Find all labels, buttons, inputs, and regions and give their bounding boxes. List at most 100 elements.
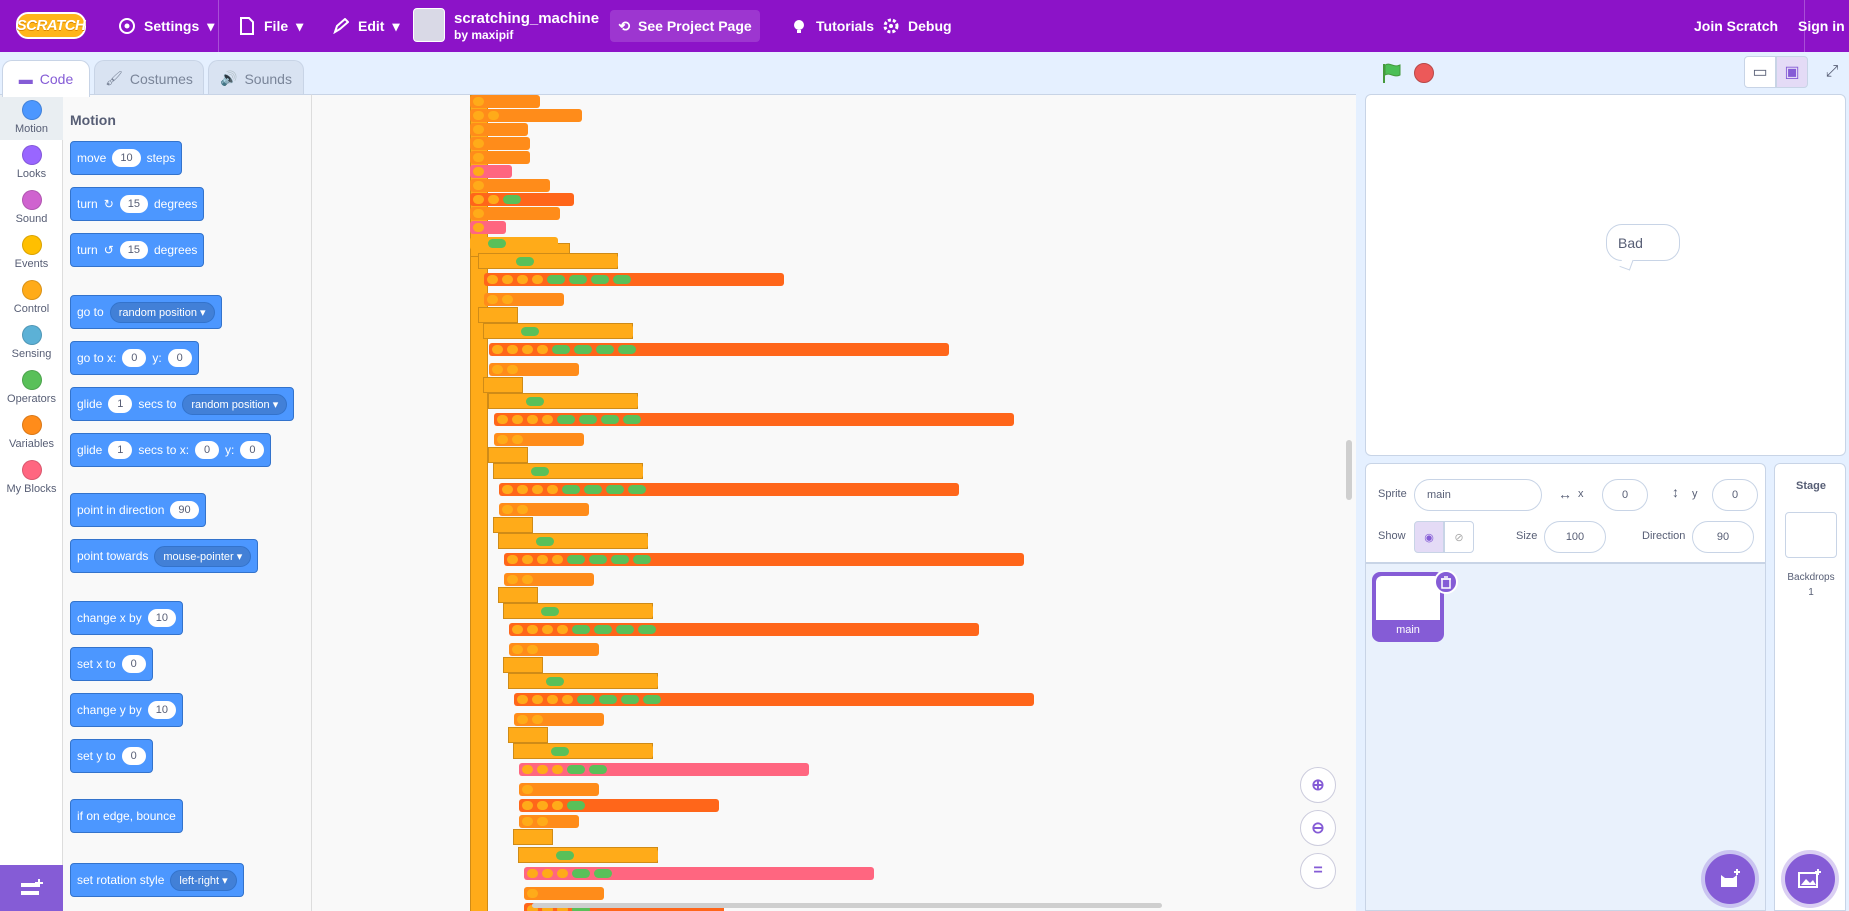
operator-slot[interactable] bbox=[643, 695, 661, 704]
reporter-slot[interactable] bbox=[512, 625, 523, 634]
block-bounce[interactable]: if on edge, bounce bbox=[70, 799, 183, 833]
script-block[interactable] bbox=[470, 237, 558, 250]
block-move-steps[interactable]: move 10 steps bbox=[70, 141, 183, 175]
reporter-slot[interactable] bbox=[527, 889, 538, 898]
reporter-slot[interactable] bbox=[517, 275, 528, 284]
reporter-slot[interactable] bbox=[506, 327, 517, 336]
block-glide-to[interactable]: glide 1 secs to random position ▾ bbox=[70, 387, 295, 421]
reporter-slot[interactable] bbox=[502, 295, 513, 304]
reporter-slot[interactable] bbox=[487, 275, 498, 284]
reporter-slot[interactable] bbox=[537, 801, 548, 810]
block-input[interactable]: 15 bbox=[119, 241, 148, 259]
category-sound[interactable]: Sound bbox=[0, 185, 63, 230]
script-block[interactable] bbox=[470, 179, 550, 192]
choose-backdrop-button[interactable] bbox=[1785, 854, 1835, 904]
operator-slot[interactable] bbox=[584, 485, 602, 494]
script-block[interactable] bbox=[524, 887, 604, 900]
reporter-slot[interactable] bbox=[492, 365, 503, 374]
reporter-slot[interactable] bbox=[517, 485, 528, 494]
script-block[interactable] bbox=[494, 413, 1014, 426]
control-block[interactable] bbox=[493, 517, 533, 533]
reporter-slot[interactable] bbox=[501, 257, 512, 266]
reporter-slot[interactable] bbox=[497, 435, 508, 444]
operator-slot[interactable] bbox=[628, 485, 646, 494]
normal-stage-button[interactable]: ▣ bbox=[1776, 56, 1808, 88]
reporter-slot[interactable] bbox=[541, 851, 552, 860]
reporter-slot[interactable] bbox=[473, 239, 484, 248]
script-block[interactable] bbox=[524, 867, 874, 880]
script-block[interactable] bbox=[514, 713, 604, 726]
tab-code[interactable]: ▬ Code bbox=[2, 60, 90, 97]
edit-menu[interactable]: Edit ▾ bbox=[332, 0, 399, 52]
reporter-slot[interactable] bbox=[542, 905, 553, 911]
operator-slot[interactable] bbox=[574, 345, 592, 354]
operator-slot[interactable] bbox=[594, 625, 612, 634]
reporter-slot[interactable] bbox=[497, 415, 508, 424]
category-sensing[interactable]: Sensing bbox=[0, 320, 63, 365]
zoom-out-button[interactable]: ⊖ bbox=[1300, 810, 1336, 846]
tab-sounds[interactable]: 🔊 Sounds bbox=[208, 60, 304, 96]
reporter-slot[interactable] bbox=[522, 345, 533, 354]
reporter-slot[interactable] bbox=[473, 125, 484, 134]
block-dropdown[interactable]: left-right ▾ bbox=[170, 869, 237, 891]
block-input[interactable]: 0 bbox=[121, 655, 146, 673]
operator-slot[interactable] bbox=[569, 275, 587, 284]
reporter-slot[interactable] bbox=[502, 275, 513, 284]
block-dropdown[interactable]: random position ▾ bbox=[182, 393, 288, 415]
control-block[interactable] bbox=[498, 587, 538, 603]
direction-field[interactable]: 90 bbox=[1692, 521, 1754, 553]
control-block[interactable] bbox=[483, 377, 523, 393]
reporter-slot[interactable] bbox=[557, 905, 568, 911]
block-turn-right[interactable]: turn ↻ 15 degrees bbox=[70, 187, 205, 221]
operator-slot[interactable] bbox=[601, 415, 619, 424]
operator-slot[interactable] bbox=[638, 625, 656, 634]
script-block[interactable] bbox=[470, 109, 582, 122]
zoom-in-button[interactable]: ⊕ bbox=[1300, 767, 1336, 803]
reporter-slot[interactable] bbox=[488, 111, 499, 120]
show-visible-button[interactable]: ◉ bbox=[1414, 521, 1444, 553]
operator-slot[interactable] bbox=[526, 397, 544, 406]
script-block[interactable] bbox=[509, 623, 979, 636]
category-control[interactable]: Control bbox=[0, 275, 63, 320]
script-block[interactable] bbox=[498, 255, 618, 268]
sprite-name-field[interactable]: main bbox=[1414, 479, 1542, 511]
block-dropdown[interactable]: mouse-pointer ▾ bbox=[154, 545, 252, 567]
reporter-slot[interactable] bbox=[507, 555, 518, 564]
block-go-to[interactable]: go to random position ▾ bbox=[70, 295, 222, 329]
block-input[interactable]: 10 bbox=[112, 149, 141, 167]
debug-button[interactable]: Debug bbox=[882, 0, 952, 52]
operator-slot[interactable] bbox=[623, 415, 641, 424]
operator-slot[interactable] bbox=[567, 801, 585, 810]
script-block[interactable] bbox=[470, 165, 512, 178]
reporter-slot[interactable] bbox=[488, 195, 499, 204]
script-block[interactable] bbox=[489, 363, 579, 376]
operator-slot[interactable] bbox=[589, 765, 607, 774]
show-hidden-button[interactable]: ⊘ bbox=[1444, 521, 1474, 553]
block-input[interactable]: 90 bbox=[170, 501, 199, 519]
reporter-slot[interactable] bbox=[536, 747, 547, 756]
script-block[interactable] bbox=[514, 693, 1034, 706]
block-point-direction[interactable]: point in direction 90 bbox=[70, 493, 206, 527]
block-set-x[interactable]: set x to 0 bbox=[70, 647, 153, 681]
operator-slot[interactable] bbox=[536, 537, 554, 546]
y-field[interactable]: 0 bbox=[1712, 479, 1758, 511]
reporter-slot[interactable] bbox=[531, 677, 542, 686]
block-rotation-style[interactable]: set rotation style left-right ▾ bbox=[70, 863, 244, 897]
operator-slot[interactable] bbox=[594, 869, 612, 878]
block-input[interactable]: 0 bbox=[240, 441, 265, 459]
reporter-slot[interactable] bbox=[537, 555, 548, 564]
reporter-slot[interactable] bbox=[527, 869, 538, 878]
reporter-slot[interactable] bbox=[473, 195, 484, 204]
delete-sprite-button[interactable] bbox=[1434, 570, 1458, 594]
script-block[interactable] bbox=[528, 675, 658, 688]
reporter-slot[interactable] bbox=[473, 97, 484, 106]
reporter-slot[interactable] bbox=[522, 785, 533, 794]
tab-costumes[interactable]: 🖌 Costumes bbox=[94, 60, 204, 96]
script-block[interactable] bbox=[509, 643, 599, 656]
block-glide-xy[interactable]: glide 1 secs to x: 0 y: 0 bbox=[70, 433, 272, 467]
reporter-slot[interactable] bbox=[507, 365, 518, 374]
operator-slot[interactable] bbox=[572, 905, 590, 911]
sprite-tile-main[interactable]: main bbox=[1372, 570, 1458, 642]
script-block[interactable] bbox=[470, 207, 560, 220]
script-block[interactable] bbox=[489, 343, 949, 356]
